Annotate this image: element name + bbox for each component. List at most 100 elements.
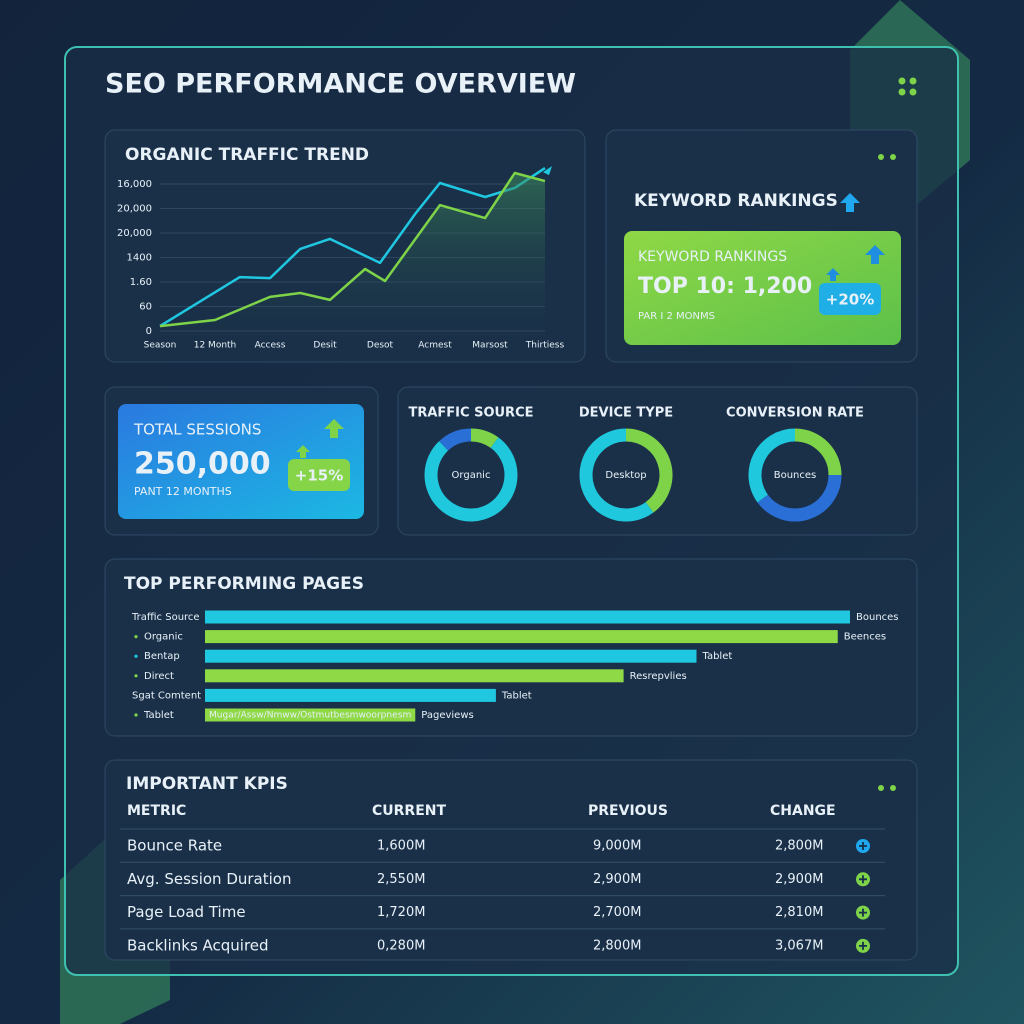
donut-center-label: Desktop [605,470,646,481]
y-tick-label: 60 [139,302,152,313]
change-icon-glyph [859,941,867,950]
table-cell: Page Load Time [127,903,246,921]
donut-segment [470,428,499,449]
table-cell: 2,700M [593,905,641,920]
table-cell: Backlinks Acquired [127,936,269,954]
up-arrow [296,445,310,458]
y-tick-label: 1.60 [130,277,152,288]
table-cell: 3,067M [775,938,823,953]
x-tick-label: 12 Month [194,341,237,351]
column-header: METRIC [127,803,186,819]
donut-segment [439,428,472,451]
chart-title: CONVERSION RATE [726,406,864,421]
donut-center-label: Organic [452,470,491,481]
y-tick-label: 0 [146,326,152,337]
table-cell: 2,810M [775,905,823,920]
panel-title: TOP PERFORMING PAGES [124,574,364,594]
card-subtitle: PAR I 2 MONMS [638,311,715,322]
up-arrow [865,245,885,264]
up-arrow [840,193,860,212]
donut-segment [579,428,654,522]
line [159,167,546,328]
x-tick-label: Thirtiess [525,341,565,351]
donut-segment [424,437,518,522]
page-title: SEO PERFORMANCE OVERVIEW [105,69,576,100]
chart-title: TRAFFIC SOURCE [408,406,533,421]
bar [205,708,416,722]
table-cell: 1,720M [377,905,425,920]
bar-label: Sgat Comtent [132,690,201,701]
bullet [134,674,138,678]
x-tick-label: Acmest [418,341,452,351]
table-cell: 1,600M [377,839,425,854]
y-tick-label: 1400 [127,253,152,264]
change-value: +15% [295,467,343,485]
y-tick-label: 20,000 [117,204,152,215]
bar [205,688,496,702]
panel-title: IMPORTANT KPIS [126,774,288,794]
card-headline: 250,000 [134,447,271,482]
keyword-card [624,231,901,345]
table-cell: 2,800M [593,938,641,953]
x-tick-label: Desot [367,341,394,351]
panel-title: ORGANIC TRAFFIC TREND [125,145,369,165]
bar-end-label: Tablet [701,651,732,662]
bar-end-label: Bounces [856,612,899,623]
table-cell: 0,280M [377,938,425,953]
donut-segment [794,428,842,476]
table-cell: 2,550M [377,872,425,887]
up-arrow [324,419,344,438]
bar-label: Traffic Source [131,612,200,623]
column-header: CHANGE [770,803,836,819]
table-cell: 9,000M [593,839,641,854]
change-icon-glyph [859,842,867,850]
bar-end-label: Beences [844,632,886,643]
bar-label: Direct [144,671,174,682]
x-tick-label: Season [144,341,177,351]
change-pill [288,459,350,491]
bullet [134,654,138,658]
bar-end-label: Tablet [501,690,532,701]
bar-label: Tablet [143,710,174,721]
donut-center-label: Bounces [774,470,817,481]
panel-title: KEYWORD RANKINGS [634,191,838,211]
table-cell: Bounce Rate [127,837,222,855]
line-arrow [543,166,552,176]
bar [205,649,697,663]
card-title: TOTAL SESSIONS [133,421,261,439]
bar-label: Organic [144,632,183,643]
x-tick-label: Marsost [472,341,508,351]
change-icon-glyph [859,875,867,884]
y-tick-label: 16,000 [117,179,152,190]
change-pill [819,283,881,315]
line [159,171,546,328]
y-tick-label: 20,000 [117,228,152,239]
donut-segment [748,428,796,503]
column-header: CURRENT [372,803,446,819]
change-icon-glyph [859,908,867,917]
bar-end-label: Pageviews [421,710,473,721]
layout: SEO PERFORMANCE OVERVIEW ORGANIC TRAFFIC… [104,69,918,961]
table-cell: 2,900M [593,872,641,887]
up-arrow [826,268,840,281]
table-cell: Avg. Session Duration [127,870,291,888]
donut-segment [625,428,673,513]
x-tick-label: Access [255,341,286,351]
bullet [134,635,138,639]
column-header: PREVIOUS [588,803,668,819]
table-cell: 2,900M [775,872,823,887]
menu-dots [878,77,917,791]
area [160,173,545,331]
bar [205,669,624,683]
table-cell: 2,800M [775,839,823,854]
bar-inner-label: Mugar/Assw/Nmww/Ostmutbesmwoorpnesm [209,711,411,721]
bar [205,630,838,644]
change-value: +20% [826,291,874,309]
bar-end-label: Resrepvlies [630,671,687,682]
card-subtitle: PANT 12 MONTHS [134,485,232,498]
panel [104,759,918,961]
card-title: KEYWORD RANKINGS [638,249,787,265]
bullet [134,713,138,717]
donut-segment [757,474,842,522]
